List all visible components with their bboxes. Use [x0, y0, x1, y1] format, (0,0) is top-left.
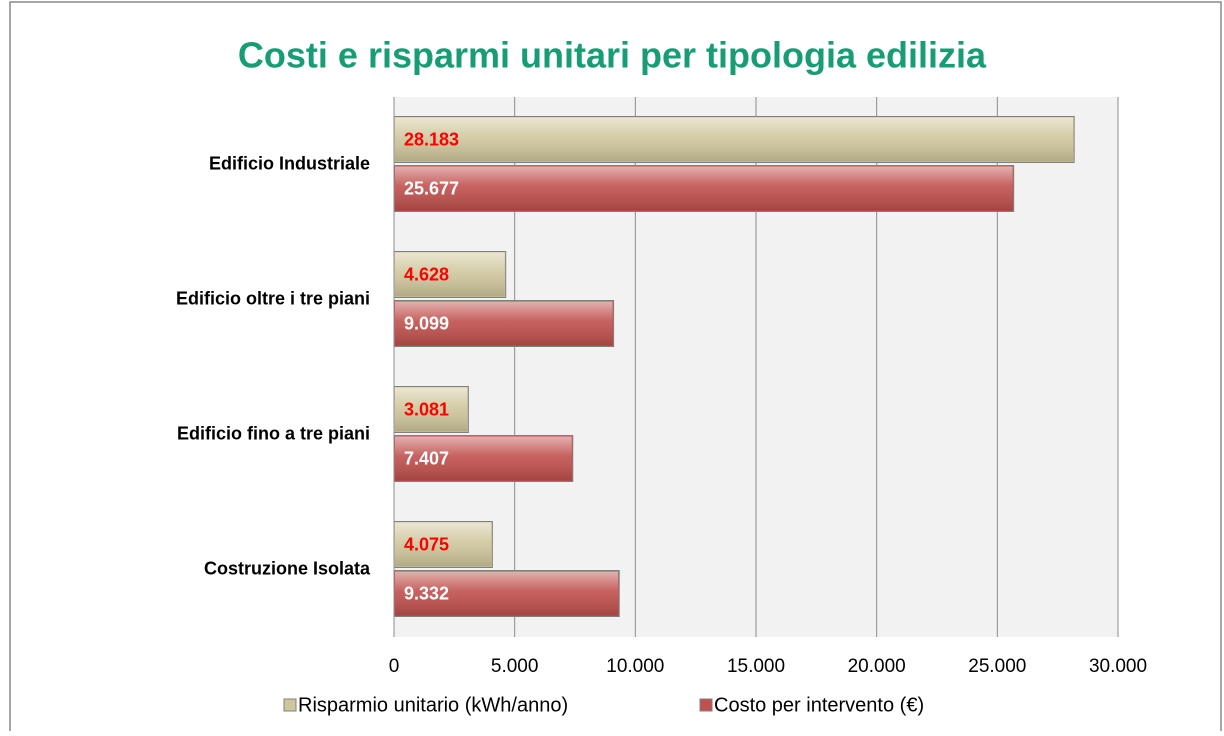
x-tick-label: 15.000	[727, 656, 785, 677]
y-tick-label: Costruzione Isolata	[204, 558, 371, 578]
bar-shine	[395, 387, 468, 432]
y-tick-label: Edificio fino a tre piani	[177, 423, 370, 443]
data-label: 3.081	[404, 399, 449, 419]
x-tick-label: 0	[389, 656, 400, 677]
chart-frame	[9, 1, 1222, 731]
y-tick-label: Edificio Industriale	[209, 153, 370, 173]
data-label: 9.332	[404, 583, 449, 603]
data-label: 25.677	[404, 178, 459, 198]
legend-label: Risparmio unitario (kWh/anno)	[298, 694, 568, 716]
y-tick-label: Edificio oltre i tre piani	[176, 288, 370, 308]
bar-shine	[395, 166, 1013, 211]
bar-shine	[395, 522, 492, 567]
x-tick-label: 20.000	[848, 656, 906, 677]
x-tick-label: 25.000	[968, 656, 1026, 677]
legend-label: Costo per intervento (€)	[714, 694, 924, 716]
bar-shine	[395, 436, 572, 481]
legend-swatch	[283, 698, 297, 712]
bar-shine	[395, 252, 505, 297]
legend-swatch	[699, 698, 713, 712]
data-label: 4.628	[404, 264, 449, 284]
x-tick-label: 10.000	[606, 656, 664, 677]
x-tick-label: 5.000	[491, 656, 539, 677]
x-tick-label: 30.000	[1089, 656, 1147, 677]
data-label: 28.183	[404, 129, 459, 149]
data-label: 7.407	[404, 448, 449, 468]
bar-shine	[395, 301, 613, 346]
chart-title: Costi e risparmi unitari per tipologia e…	[238, 35, 987, 76]
bar-shine	[395, 571, 619, 616]
bar-shine	[395, 117, 1074, 162]
data-label: 4.075	[404, 534, 449, 554]
data-label: 9.099	[404, 313, 449, 333]
